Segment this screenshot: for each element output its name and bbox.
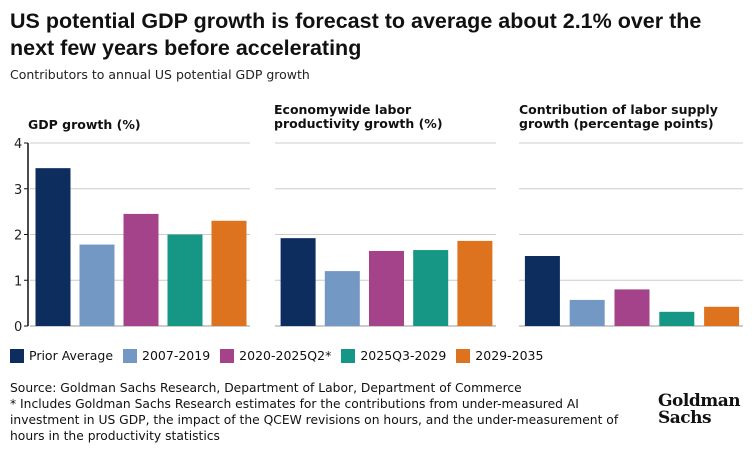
source-text: Source: Goldman Sachs Research, Departme… (10, 381, 522, 395)
bar-0-2 (123, 213, 159, 326)
bar-0-3 (167, 234, 203, 326)
bar-charts: 0 1 2 3 4 (14, 137, 743, 335)
chart-title: US potential GDP growth is forecast to a… (10, 9, 702, 60)
legend: Prior Average 2007-2019 2020-2025Q2* 202… (10, 348, 543, 363)
panel-title-labor: Contribution of labor supply growth (per… (519, 102, 718, 131)
bar-2-0 (524, 256, 560, 326)
legend-label: 2007-2019 (142, 348, 211, 363)
y-tick-label: 4 (14, 137, 22, 152)
bar-0-4 (211, 220, 247, 326)
panel-title-gdp: GDP growth (%) (28, 117, 141, 132)
legend-label: 2025Q3-2029 (360, 348, 447, 363)
legend-swatch (220, 348, 235, 363)
legend-swatch (341, 348, 356, 363)
legend-swatch (123, 348, 138, 363)
bar-2-1 (569, 299, 605, 326)
legend-item: 2029-2035 (456, 348, 543, 363)
y-tick-label: 2 (14, 229, 22, 244)
footnote-text: * Includes Goldman Sachs Research estima… (10, 397, 619, 443)
bar-1-0 (280, 238, 316, 326)
bar-1-4 (457, 240, 493, 326)
bar-0-1 (79, 244, 115, 326)
source-notes: Source: Goldman Sachs Research, Departme… (10, 380, 620, 444)
legend-item: 2007-2019 (123, 348, 210, 363)
bar-1-2 (369, 250, 404, 326)
bar-1-3 (413, 250, 449, 326)
legend-label: 2029-2035 (475, 348, 544, 363)
y-tick-label: 3 (14, 183, 22, 198)
y-tick-label: 1 (14, 274, 22, 289)
chart-subtitle: Contributors to annual US potential GDP … (10, 67, 310, 82)
legend-swatch (10, 348, 24, 363)
bar-2-2 (614, 289, 650, 326)
panel-title-productivity: Economywide labor productivity growth (%… (274, 102, 443, 131)
legend-item: 2020-2025Q2* (220, 348, 331, 363)
legend-item: Prior Average (10, 348, 113, 363)
legend-item: 2025Q3-2029 (341, 348, 446, 363)
goldman-sachs-logo: Goldman Sachs (658, 391, 741, 428)
bar-2-3 (659, 311, 695, 326)
legend-swatch (456, 348, 471, 363)
bar-2-4 (704, 306, 740, 326)
legend-label: 2020-2025Q2* (239, 348, 332, 363)
bar-1-1 (324, 271, 360, 326)
y-tick-label: 0 (14, 320, 22, 335)
legend-label: Prior Average (29, 348, 114, 363)
bar-0-0 (35, 168, 71, 326)
